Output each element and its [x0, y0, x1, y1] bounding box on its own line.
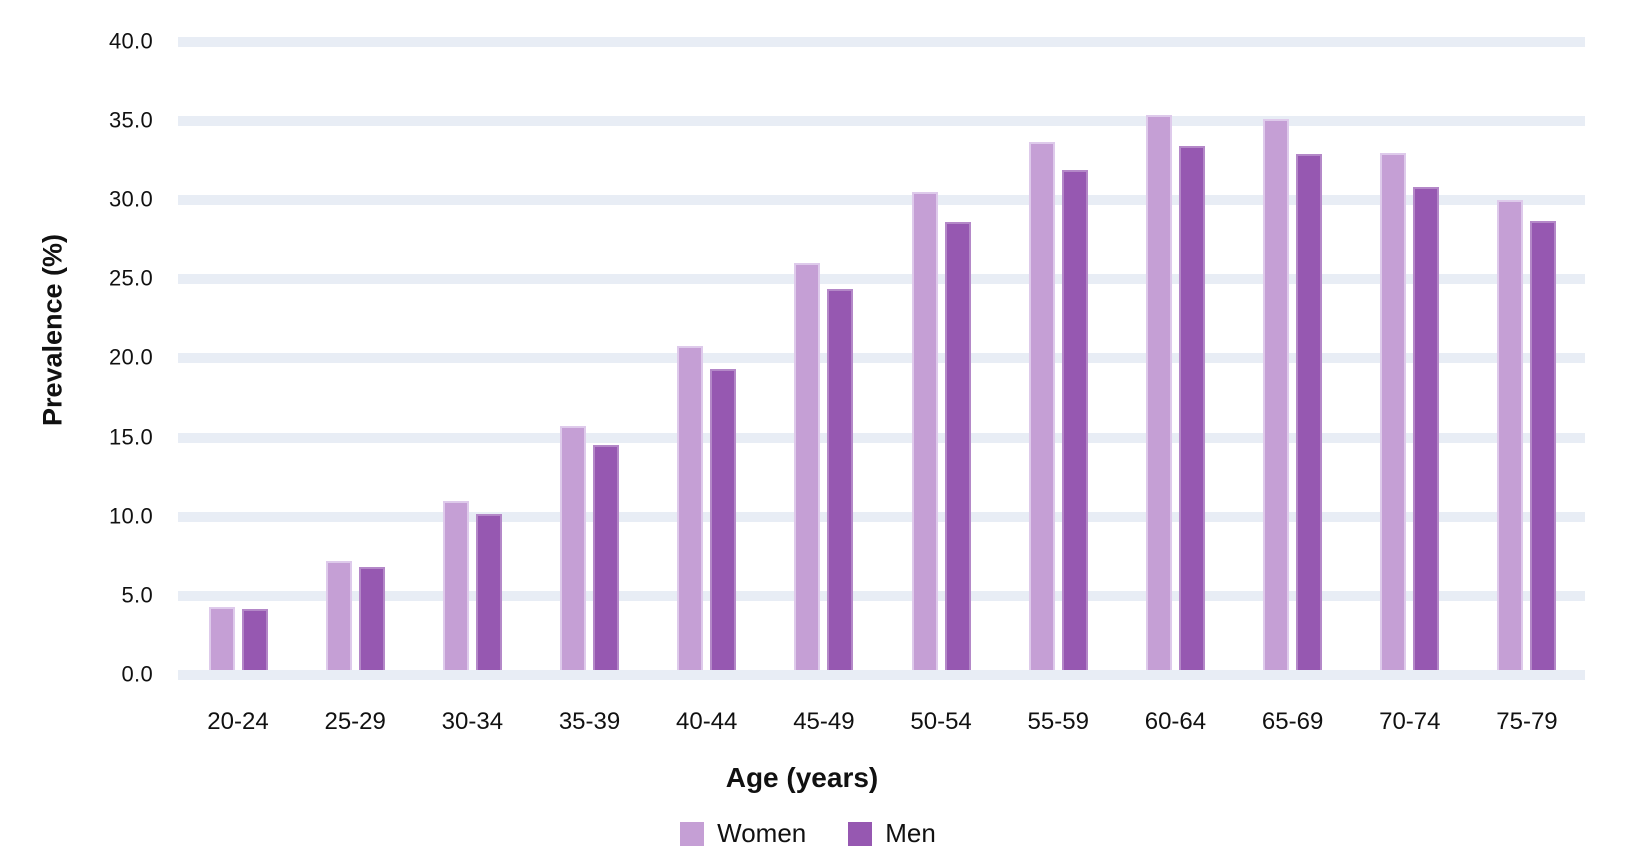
gridline-band-10.0: [178, 511, 1585, 522]
y-tick-label-0.0: 0.0: [121, 661, 153, 687]
x-tick-label-75-79: 75-79: [1496, 708, 1558, 735]
bar-women-55-59: [1028, 141, 1055, 670]
gridline-band-40.0: [178, 36, 1585, 47]
x-tick-label-65-69: 65-69: [1261, 708, 1324, 735]
legend: Women Men: [0, 818, 1616, 849]
bar-men-65-69: [1296, 154, 1323, 670]
bar-women-30-34: [442, 500, 469, 670]
bar-men-20-24: [241, 608, 268, 670]
bar-women-75-79: [1497, 200, 1524, 670]
y-tick-label-15.0: 15.0: [108, 424, 153, 450]
x-tick-label-70-74: 70-74: [1379, 708, 1441, 735]
bar-women-45-49: [794, 263, 821, 670]
bar-women-35-39: [560, 426, 587, 670]
bar-men-50-54: [944, 222, 971, 670]
bar-women-40-44: [677, 345, 704, 670]
legend-item-men: Men: [848, 818, 936, 849]
y-tick-label-35.0: 35.0: [108, 107, 153, 133]
y-tick-label-20.0: 20.0: [108, 344, 153, 370]
y-tick-label-30.0: 30.0: [108, 186, 153, 212]
bar-women-50-54: [911, 192, 938, 670]
bar-women-70-74: [1380, 152, 1407, 670]
bar-women-25-29: [325, 561, 352, 670]
x-tick-label-30-34: 30-34: [441, 708, 504, 735]
bar-men-75-79: [1530, 220, 1557, 670]
bar-men-40-44: [710, 369, 737, 670]
y-tick-label-25.0: 25.0: [108, 265, 153, 291]
y-tick-label-5.0: 5.0: [121, 582, 153, 608]
x-tick-label-60-64: 60-64: [1144, 708, 1207, 735]
gridline-band-5.0: [178, 590, 1585, 601]
legend-swatch-women: [680, 821, 705, 846]
x-tick-label-50-54: 50-54: [910, 708, 972, 735]
gridline-band-20.0: [178, 353, 1585, 364]
y-tick-label-10.0: 10.0: [108, 503, 153, 529]
bar-men-35-39: [593, 445, 620, 670]
bar-women-65-69: [1263, 119, 1290, 670]
legend-item-women: Women: [680, 818, 806, 849]
x-tick-label-55-59: 55-59: [1027, 708, 1089, 735]
bar-men-70-74: [1413, 187, 1440, 670]
bar-women-60-64: [1145, 114, 1172, 670]
legend-label-women: Women: [717, 818, 807, 848]
gridline-band-0.0: [178, 670, 1585, 680]
gridline-band-25.0: [178, 274, 1585, 285]
bar-men-55-59: [1061, 170, 1088, 670]
x-axis-title: Age (years): [725, 762, 879, 793]
legend-swatch-men: [848, 821, 873, 846]
x-tick-label-35-39: 35-39: [558, 708, 621, 735]
bar-women-20-24: [208, 606, 235, 670]
bar-men-25-29: [358, 567, 385, 670]
x-tick-label-25-29: 25-29: [324, 708, 386, 735]
bar-men-30-34: [475, 513, 502, 670]
gridline-band-15.0: [178, 432, 1585, 443]
x-tick-label-40-44: 40-44: [676, 708, 738, 735]
bar-men-45-49: [827, 288, 854, 670]
gridline-band-35.0: [178, 115, 1585, 126]
x-tick-label-45-49: 45-49: [793, 708, 855, 735]
bar-men-60-64: [1178, 146, 1205, 670]
y-axis-title: Prevalence (%): [37, 233, 68, 427]
gridline-band-30.0: [178, 195, 1585, 206]
y-tick-label-40.0: 40.0: [108, 28, 153, 54]
x-tick-label-20-24: 20-24: [207, 708, 269, 735]
legend-label-men: Men: [885, 818, 936, 848]
